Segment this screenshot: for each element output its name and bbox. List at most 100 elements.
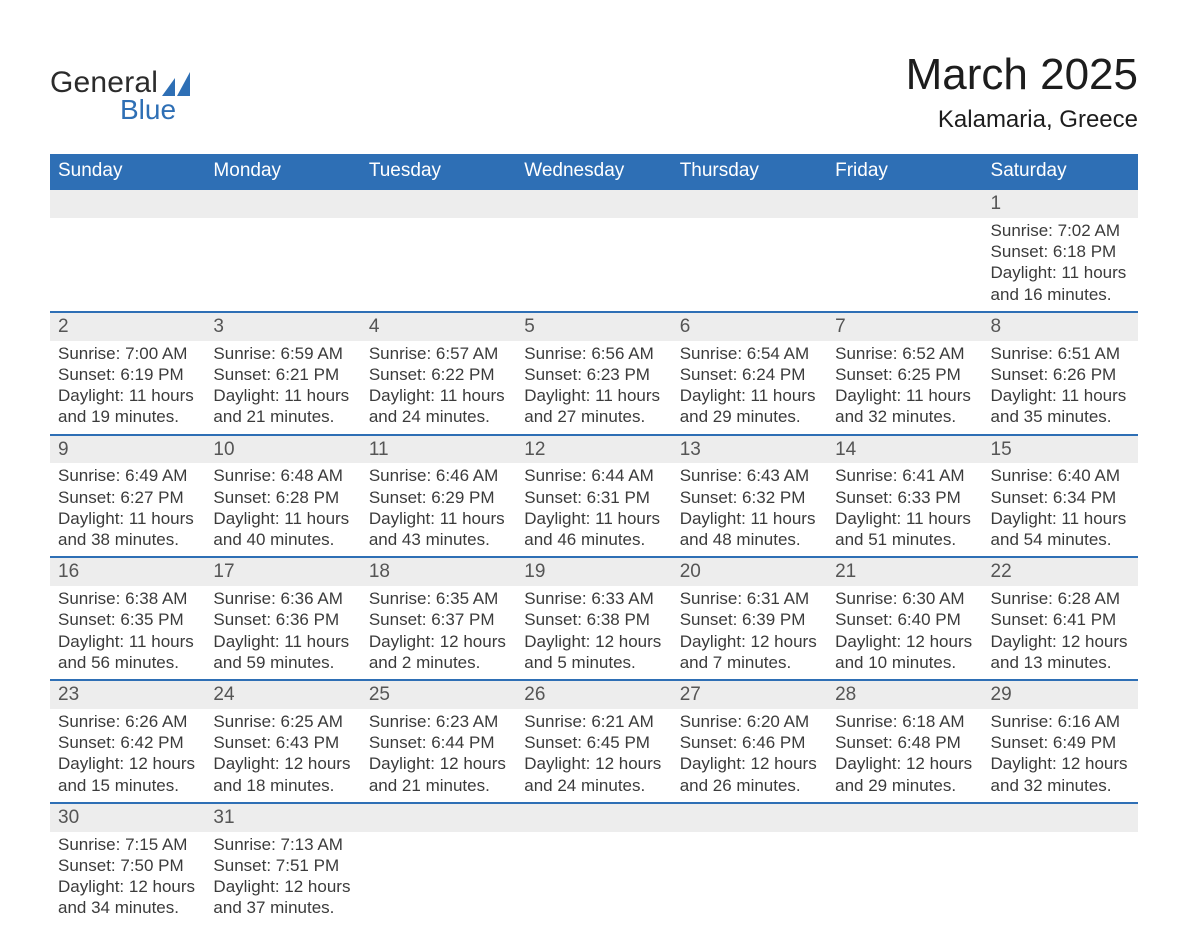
sunset-line: Sunset: 6:34 PM (991, 487, 1130, 508)
day-number: 3 (205, 311, 360, 341)
sunset-line: Sunset: 7:50 PM (58, 855, 197, 876)
day-details: Sunrise: 6:28 AMSunset: 6:41 PMDaylight:… (983, 586, 1138, 679)
sunrise-line: Sunrise: 6:23 AM (369, 711, 508, 732)
day-number: 22 (983, 556, 1138, 586)
day-number-empty (827, 188, 982, 218)
day-details: Sunrise: 6:21 AMSunset: 6:45 PMDaylight:… (516, 709, 671, 802)
daylight-line: Daylight: 12 hours and 2 minutes. (369, 631, 508, 674)
day-details: Sunrise: 6:46 AMSunset: 6:29 PMDaylight:… (361, 463, 516, 556)
calendar-day: 4Sunrise: 6:57 AMSunset: 6:22 PMDaylight… (361, 311, 516, 434)
sunrise-line: Sunrise: 6:26 AM (58, 711, 197, 732)
day-number: 27 (672, 679, 827, 709)
day-details: Sunrise: 6:51 AMSunset: 6:26 PMDaylight:… (983, 341, 1138, 434)
day-details: Sunrise: 6:38 AMSunset: 6:35 PMDaylight:… (50, 586, 205, 679)
calendar-day: 2Sunrise: 7:00 AMSunset: 6:19 PMDaylight… (50, 311, 205, 434)
day-number: 19 (516, 556, 671, 586)
day-details: Sunrise: 6:36 AMSunset: 6:36 PMDaylight:… (205, 586, 360, 679)
calendar-week: 30Sunrise: 7:15 AMSunset: 7:50 PMDayligh… (50, 802, 1138, 925)
day-number: 8 (983, 311, 1138, 341)
sunset-line: Sunset: 6:48 PM (835, 732, 974, 753)
calendar-day: 3Sunrise: 6:59 AMSunset: 6:21 PMDaylight… (205, 311, 360, 434)
sunrise-line: Sunrise: 6:57 AM (369, 343, 508, 364)
sunrise-line: Sunrise: 6:35 AM (369, 588, 508, 609)
day-number: 6 (672, 311, 827, 341)
sunset-line: Sunset: 6:28 PM (213, 487, 352, 508)
sunrise-line: Sunrise: 6:41 AM (835, 465, 974, 486)
calendar-day: 8Sunrise: 6:51 AMSunset: 6:26 PMDaylight… (983, 311, 1138, 434)
calendar-day: 26Sunrise: 6:21 AMSunset: 6:45 PMDayligh… (516, 679, 671, 802)
calendar-day: 1Sunrise: 7:02 AMSunset: 6:18 PMDaylight… (983, 188, 1138, 311)
month-title: March 2025 (906, 50, 1138, 100)
daylight-line: Daylight: 11 hours and 32 minutes. (835, 385, 974, 428)
sunset-line: Sunset: 6:32 PM (680, 487, 819, 508)
calendar-day: 9Sunrise: 6:49 AMSunset: 6:27 PMDaylight… (50, 434, 205, 557)
day-number: 20 (672, 556, 827, 586)
weekday-header: Friday (827, 154, 982, 188)
day-number: 15 (983, 434, 1138, 464)
day-number: 14 (827, 434, 982, 464)
day-number: 12 (516, 434, 671, 464)
daylight-line: Daylight: 11 hours and 43 minutes. (369, 508, 508, 551)
daylight-line: Daylight: 12 hours and 18 minutes. (213, 753, 352, 796)
day-details: Sunrise: 7:13 AMSunset: 7:51 PMDaylight:… (205, 832, 360, 925)
calendar-week: 1Sunrise: 7:02 AMSunset: 6:18 PMDaylight… (50, 188, 1138, 311)
calendar-day: 22Sunrise: 6:28 AMSunset: 6:41 PMDayligh… (983, 556, 1138, 679)
sunset-line: Sunset: 6:46 PM (680, 732, 819, 753)
day-details: Sunrise: 6:57 AMSunset: 6:22 PMDaylight:… (361, 341, 516, 434)
calendar-day: 23Sunrise: 6:26 AMSunset: 6:42 PMDayligh… (50, 679, 205, 802)
sunset-line: Sunset: 6:49 PM (991, 732, 1130, 753)
sunset-line: Sunset: 6:40 PM (835, 609, 974, 630)
weekday-header: Tuesday (361, 154, 516, 188)
calendar-day-empty (516, 188, 671, 311)
calendar-table: SundayMondayTuesdayWednesdayThursdayFrid… (50, 154, 1138, 925)
day-number-empty (50, 188, 205, 218)
logo: General Blue (50, 50, 190, 124)
calendar-day: 29Sunrise: 6:16 AMSunset: 6:49 PMDayligh… (983, 679, 1138, 802)
weekday-header: Thursday (672, 154, 827, 188)
weekday-header-row: SundayMondayTuesdayWednesdayThursdayFrid… (50, 154, 1138, 188)
day-number-empty (361, 802, 516, 832)
sunset-line: Sunset: 6:42 PM (58, 732, 197, 753)
sunset-line: Sunset: 6:37 PM (369, 609, 508, 630)
day-details: Sunrise: 6:26 AMSunset: 6:42 PMDaylight:… (50, 709, 205, 802)
day-details: Sunrise: 6:43 AMSunset: 6:32 PMDaylight:… (672, 463, 827, 556)
daylight-line: Daylight: 12 hours and 29 minutes. (835, 753, 974, 796)
calendar-day-empty (672, 802, 827, 925)
calendar-day: 20Sunrise: 6:31 AMSunset: 6:39 PMDayligh… (672, 556, 827, 679)
calendar-day: 21Sunrise: 6:30 AMSunset: 6:40 PMDayligh… (827, 556, 982, 679)
daylight-line: Daylight: 11 hours and 35 minutes. (991, 385, 1130, 428)
sunrise-line: Sunrise: 6:59 AM (213, 343, 352, 364)
sunset-line: Sunset: 6:27 PM (58, 487, 197, 508)
calendar-day: 19Sunrise: 6:33 AMSunset: 6:38 PMDayligh… (516, 556, 671, 679)
daylight-line: Daylight: 12 hours and 24 minutes. (524, 753, 663, 796)
calendar-day: 6Sunrise: 6:54 AMSunset: 6:24 PMDaylight… (672, 311, 827, 434)
daylight-line: Daylight: 11 hours and 19 minutes. (58, 385, 197, 428)
day-number: 10 (205, 434, 360, 464)
calendar-day: 28Sunrise: 6:18 AMSunset: 6:48 PMDayligh… (827, 679, 982, 802)
day-number-empty (205, 188, 360, 218)
daylight-line: Daylight: 11 hours and 59 minutes. (213, 631, 352, 674)
daylight-line: Daylight: 12 hours and 7 minutes. (680, 631, 819, 674)
sunrise-line: Sunrise: 6:44 AM (524, 465, 663, 486)
sunrise-line: Sunrise: 6:38 AM (58, 588, 197, 609)
calendar-day: 13Sunrise: 6:43 AMSunset: 6:32 PMDayligh… (672, 434, 827, 557)
weekday-header: Saturday (983, 154, 1138, 188)
sunrise-line: Sunrise: 6:54 AM (680, 343, 819, 364)
day-number: 25 (361, 679, 516, 709)
sunset-line: Sunset: 6:38 PM (524, 609, 663, 630)
sunrise-line: Sunrise: 7:00 AM (58, 343, 197, 364)
daylight-line: Daylight: 12 hours and 34 minutes. (58, 876, 197, 919)
logo-text-blue: Blue (120, 96, 190, 124)
day-number: 9 (50, 434, 205, 464)
day-number: 18 (361, 556, 516, 586)
day-details: Sunrise: 6:31 AMSunset: 6:39 PMDaylight:… (672, 586, 827, 679)
day-number-empty (983, 802, 1138, 832)
sunrise-line: Sunrise: 6:28 AM (991, 588, 1130, 609)
sunrise-line: Sunrise: 6:30 AM (835, 588, 974, 609)
calendar-day: 25Sunrise: 6:23 AMSunset: 6:44 PMDayligh… (361, 679, 516, 802)
day-details: Sunrise: 6:41 AMSunset: 6:33 PMDaylight:… (827, 463, 982, 556)
sunrise-line: Sunrise: 6:49 AM (58, 465, 197, 486)
sunrise-line: Sunrise: 6:46 AM (369, 465, 508, 486)
day-number: 1 (983, 188, 1138, 218)
day-number: 23 (50, 679, 205, 709)
